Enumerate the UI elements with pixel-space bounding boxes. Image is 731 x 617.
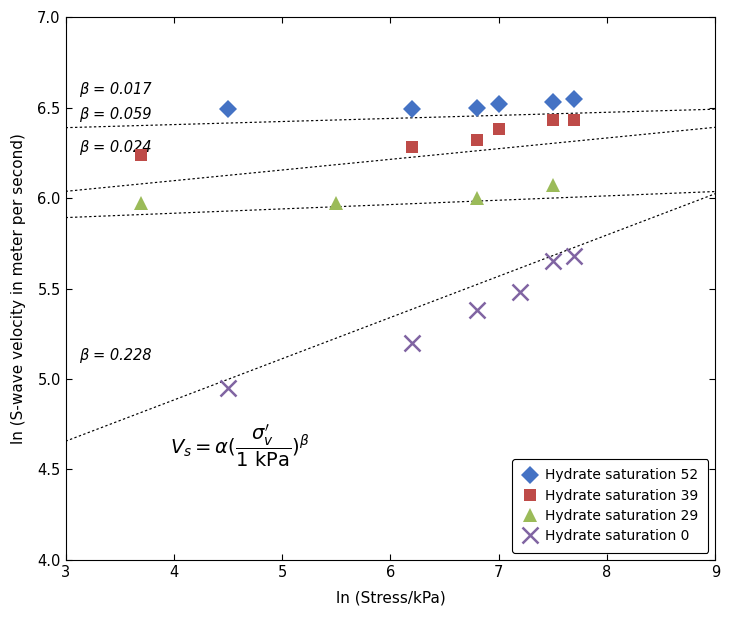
Hydrate saturation 52 — [494, 100, 503, 107]
Text: β = 0.228: β = 0.228 — [78, 348, 151, 363]
Text: β = 0.017: β = 0.017 — [78, 81, 151, 97]
Text: β = 0.024: β = 0.024 — [78, 139, 151, 155]
Y-axis label: ln (S-wave velocity in meter per second): ln (S-wave velocity in meter per second) — [11, 133, 26, 444]
Hydrate saturation 0 — [408, 339, 417, 347]
Hydrate saturation 39 — [570, 117, 579, 124]
Hydrate saturation 0 — [548, 258, 557, 265]
Hydrate saturation 39 — [548, 117, 557, 124]
Hydrate saturation 52 — [548, 99, 557, 106]
Hydrate saturation 0 — [473, 307, 482, 314]
Line: Hydrate saturation 39: Hydrate saturation 39 — [135, 114, 580, 161]
Hydrate saturation 39 — [408, 144, 417, 151]
Text: $V_s = \alpha(\dfrac{\sigma_v^{\prime}}{1\ \mathrm{kPa}})^\beta$: $V_s = \alpha(\dfrac{\sigma_v^{\prime}}{… — [170, 423, 309, 469]
Hydrate saturation 52 — [473, 104, 482, 111]
Hydrate saturation 39 — [137, 151, 145, 159]
Hydrate saturation 52 — [408, 106, 417, 113]
Line: Hydrate saturation 29: Hydrate saturation 29 — [135, 178, 560, 210]
X-axis label: ln (Stress/kPa): ln (Stress/kPa) — [336, 591, 445, 606]
Hydrate saturation 52 — [570, 95, 579, 102]
Hydrate saturation 0 — [516, 288, 525, 296]
Hydrate saturation 52 — [224, 106, 232, 113]
Line: Hydrate saturation 52: Hydrate saturation 52 — [221, 93, 580, 115]
Hydrate saturation 29 — [548, 181, 557, 189]
Hydrate saturation 29 — [332, 200, 341, 207]
Line: Hydrate saturation 0: Hydrate saturation 0 — [220, 248, 582, 395]
Hydrate saturation 0 — [570, 252, 579, 260]
Hydrate saturation 29 — [137, 200, 145, 207]
Hydrate saturation 0 — [224, 384, 232, 392]
Legend: Hydrate saturation 52, Hydrate saturation 39, Hydrate saturation 29, Hydrate sat: Hydrate saturation 52, Hydrate saturatio… — [512, 459, 708, 553]
Hydrate saturation 39 — [473, 136, 482, 144]
Hydrate saturation 39 — [494, 126, 503, 133]
Hydrate saturation 29 — [473, 194, 482, 202]
Text: β = 0.059: β = 0.059 — [78, 107, 151, 122]
